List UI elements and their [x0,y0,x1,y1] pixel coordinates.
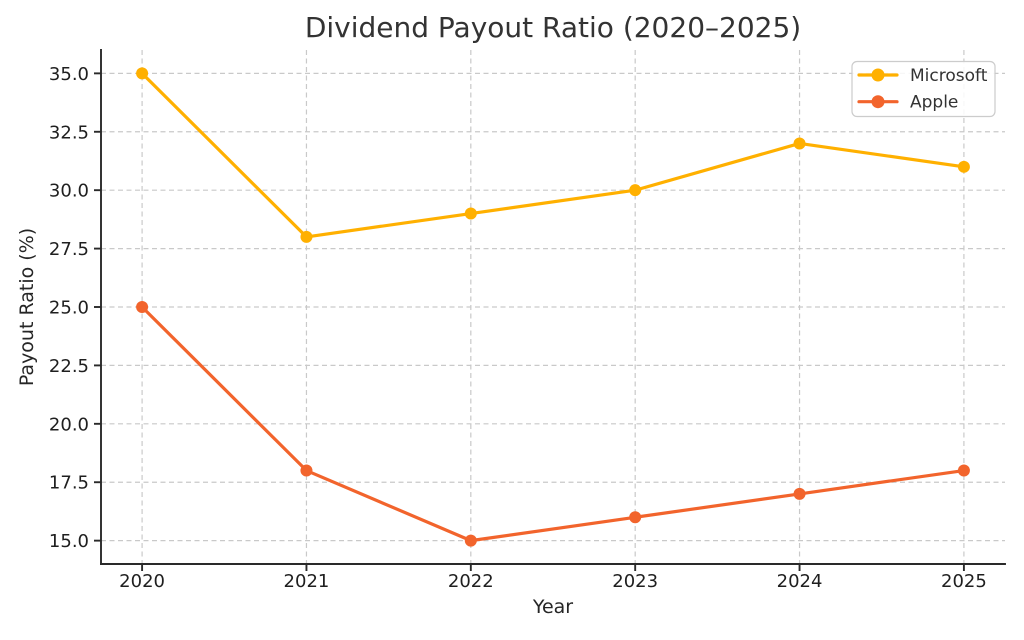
axes: 15.0 17.5 20.0 22.5 25.0 27.5 30.0 32.5 35.0 2020… [49,49,1006,592]
data-point-microsoft-2021 [300,230,313,243]
y-tick-label: 30.0 [49,181,89,202]
data-point-apple-2022 [464,534,477,547]
legend-swatch-marker [871,68,885,82]
y-tick-label: 25.0 [49,298,89,319]
data-point-apple-2024 [793,487,806,500]
data-point-microsoft-2025 [957,160,970,173]
data-point-microsoft-2020 [136,67,149,80]
y-tick-label: 32.5 [49,122,89,143]
x-tick-label: 2023 [612,571,658,592]
gridlines [101,50,1005,564]
series-microsoft [136,67,970,243]
y-tick-label: 22.5 [49,356,89,377]
series-line-microsoft [140,71,966,239]
data-series [136,67,970,547]
legend-label: Microsoft [910,66,988,86]
y-tick-label: 27.5 [49,239,89,260]
y-axis-label: Payout Ratio (%) [16,227,38,387]
x-tick-label: 2022 [448,571,494,592]
legend-label: Apple [910,93,958,113]
x-tick-label: 2024 [777,571,823,592]
data-point-apple-2025 [957,464,970,477]
chart-title: Dividend Payout Ratio (2020–2025) [304,11,802,44]
y-tick-label: 20.0 [49,414,89,435]
y-tick-label: 15.0 [49,531,89,552]
legend-item-apple: Apple [857,93,958,113]
legend-swatch-marker [871,95,885,109]
legend: Microsoft Apple [851,60,996,118]
y-tick-label: 35.0 [49,64,89,85]
data-point-microsoft-2023 [629,184,642,197]
y-tick-label: 17.5 [49,473,89,494]
x-axis-label: Year [532,596,574,618]
legend-item-microsoft: Microsoft [857,66,988,86]
x-tick-label: 2025 [941,571,987,592]
data-point-microsoft-2022 [464,207,477,220]
data-point-apple-2021 [300,464,313,477]
x-tick-label: 2020 [119,571,165,592]
series-apple [136,301,970,547]
data-point-apple-2023 [629,511,642,524]
series-line-apple [140,305,966,543]
data-point-microsoft-2024 [793,137,806,150]
data-point-apple-2020 [136,301,149,313]
x-tick-label: 2021 [284,571,330,592]
